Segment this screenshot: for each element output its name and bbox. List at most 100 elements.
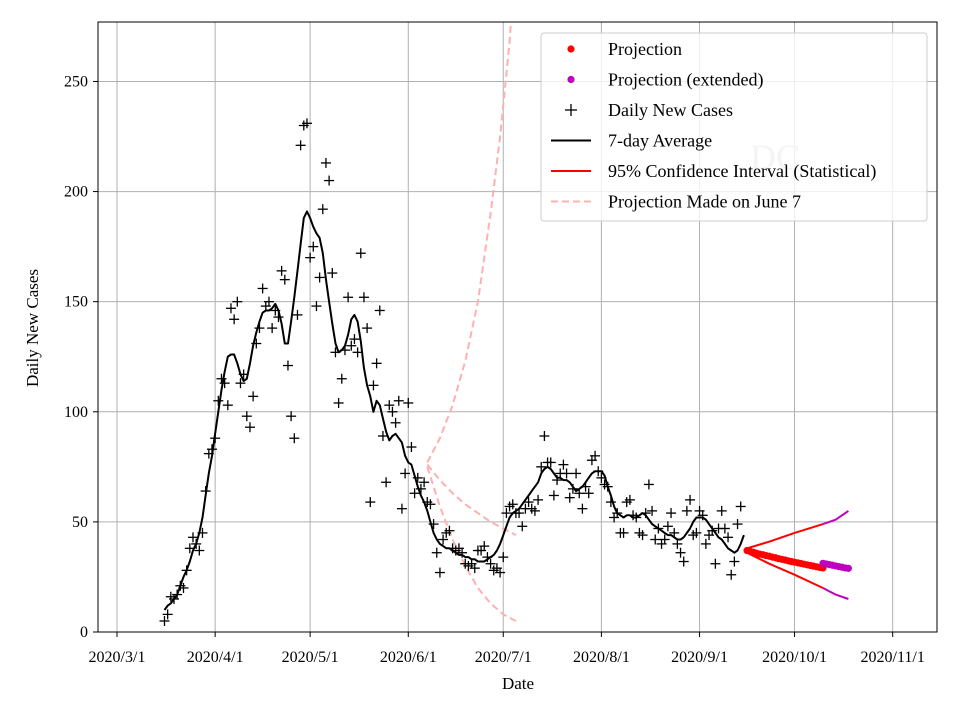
data-point (409, 488, 420, 499)
data-point (222, 400, 233, 411)
data-point (631, 512, 642, 523)
data-point (187, 532, 198, 543)
data-point (425, 499, 436, 510)
data-point (637, 530, 648, 541)
data-point (358, 292, 369, 303)
data-point (232, 296, 243, 307)
axes: 2020/3/1 2020/4/1 2020/5/1 2020/6/1 2020/7/1… (64, 73, 925, 666)
data-point (735, 501, 746, 512)
data-point (263, 296, 274, 307)
data-point (479, 541, 490, 552)
data-point (178, 582, 189, 593)
data-point (729, 556, 740, 567)
data-point (238, 369, 249, 380)
x-tick-label: 2020/3/1 (89, 649, 146, 666)
data-point (567, 483, 578, 494)
data-point (349, 334, 360, 345)
data-point (716, 505, 727, 516)
data-point (444, 525, 455, 536)
data-point (251, 338, 262, 349)
legend-item-projection-extended: Projection (extended) (567, 70, 763, 91)
data-point (314, 272, 325, 283)
legend-item-projection-made-on-june-7: Projection Made on June 7 (551, 192, 801, 212)
data-point (675, 547, 686, 558)
x-tick-label: 2020/6/1 (380, 649, 437, 666)
data-point (482, 552, 493, 563)
data-point (523, 497, 534, 508)
data-point (428, 519, 439, 530)
data-point (219, 378, 230, 389)
data-point (517, 521, 528, 532)
data-point (678, 556, 689, 567)
7-day-average-line (163, 210, 745, 611)
data-point (498, 552, 509, 563)
plot-area (159, 22, 852, 626)
data-point (229, 314, 240, 325)
data-point (580, 481, 591, 492)
95-ci-lower-extended-line (822, 587, 849, 600)
data-point (552, 475, 563, 486)
data-point (267, 323, 278, 334)
data-point (381, 477, 392, 488)
data-point (244, 422, 255, 433)
data-point (691, 527, 702, 538)
data-point (469, 563, 480, 574)
data-point (387, 406, 398, 417)
data-point (181, 565, 192, 576)
data-point (368, 380, 379, 391)
data-point (618, 527, 629, 538)
data-point (273, 312, 284, 323)
data-point (558, 459, 569, 470)
legend-marker-dot (567, 45, 575, 53)
data-point (495, 567, 506, 578)
data-point (191, 538, 202, 549)
legend: Projection Projection (extended) Daily New… (540, 32, 928, 222)
data-point (362, 323, 373, 334)
data-point (162, 609, 173, 620)
data-point (406, 442, 417, 453)
data-point (719, 523, 730, 534)
data-point (333, 397, 344, 408)
data-point (662, 521, 673, 532)
data-point (672, 538, 683, 549)
data-point (374, 305, 385, 316)
data-point (206, 444, 217, 455)
data-point (225, 303, 236, 314)
x-tick-label: 2020/11/1 (861, 649, 925, 666)
data-point (343, 292, 354, 303)
data-point (172, 589, 183, 600)
data-point (647, 505, 658, 516)
data-point (286, 411, 297, 422)
95-ci-upper-line (746, 523, 824, 550)
data-point (583, 488, 594, 499)
data-point (571, 468, 582, 479)
data-point (485, 558, 496, 569)
data-point (723, 532, 734, 543)
x-tick-label: 2020/4/1 (187, 649, 244, 666)
y-tick-label: 50 (72, 514, 88, 531)
data-point (457, 547, 468, 558)
data-point (365, 497, 376, 508)
data-point (324, 175, 335, 186)
data-point (545, 457, 556, 468)
data-point (235, 378, 246, 389)
data-point (159, 615, 170, 626)
data-point (371, 358, 382, 369)
x-axis-label: Date (502, 674, 534, 693)
projection-made-on-june-7-upper-line (426, 22, 512, 463)
data-point (295, 140, 306, 151)
data-point (529, 505, 540, 516)
y-tick-label: 250 (64, 73, 88, 90)
projection-made-on-june-7-middle-line (426, 463, 517, 536)
legend-marker-dot (567, 75, 575, 84)
data-point (659, 534, 670, 545)
95-ci-lower-line (746, 551, 824, 589)
legend-item-95-confidence-interval-statistical: 95% Confidence Interval (Statistical) (551, 161, 876, 182)
legend-label: Daily New Cases (608, 100, 733, 120)
data-point (514, 508, 525, 519)
data-point (624, 494, 635, 505)
data-point (507, 499, 518, 510)
data-point (276, 265, 287, 276)
data-point (419, 477, 430, 488)
